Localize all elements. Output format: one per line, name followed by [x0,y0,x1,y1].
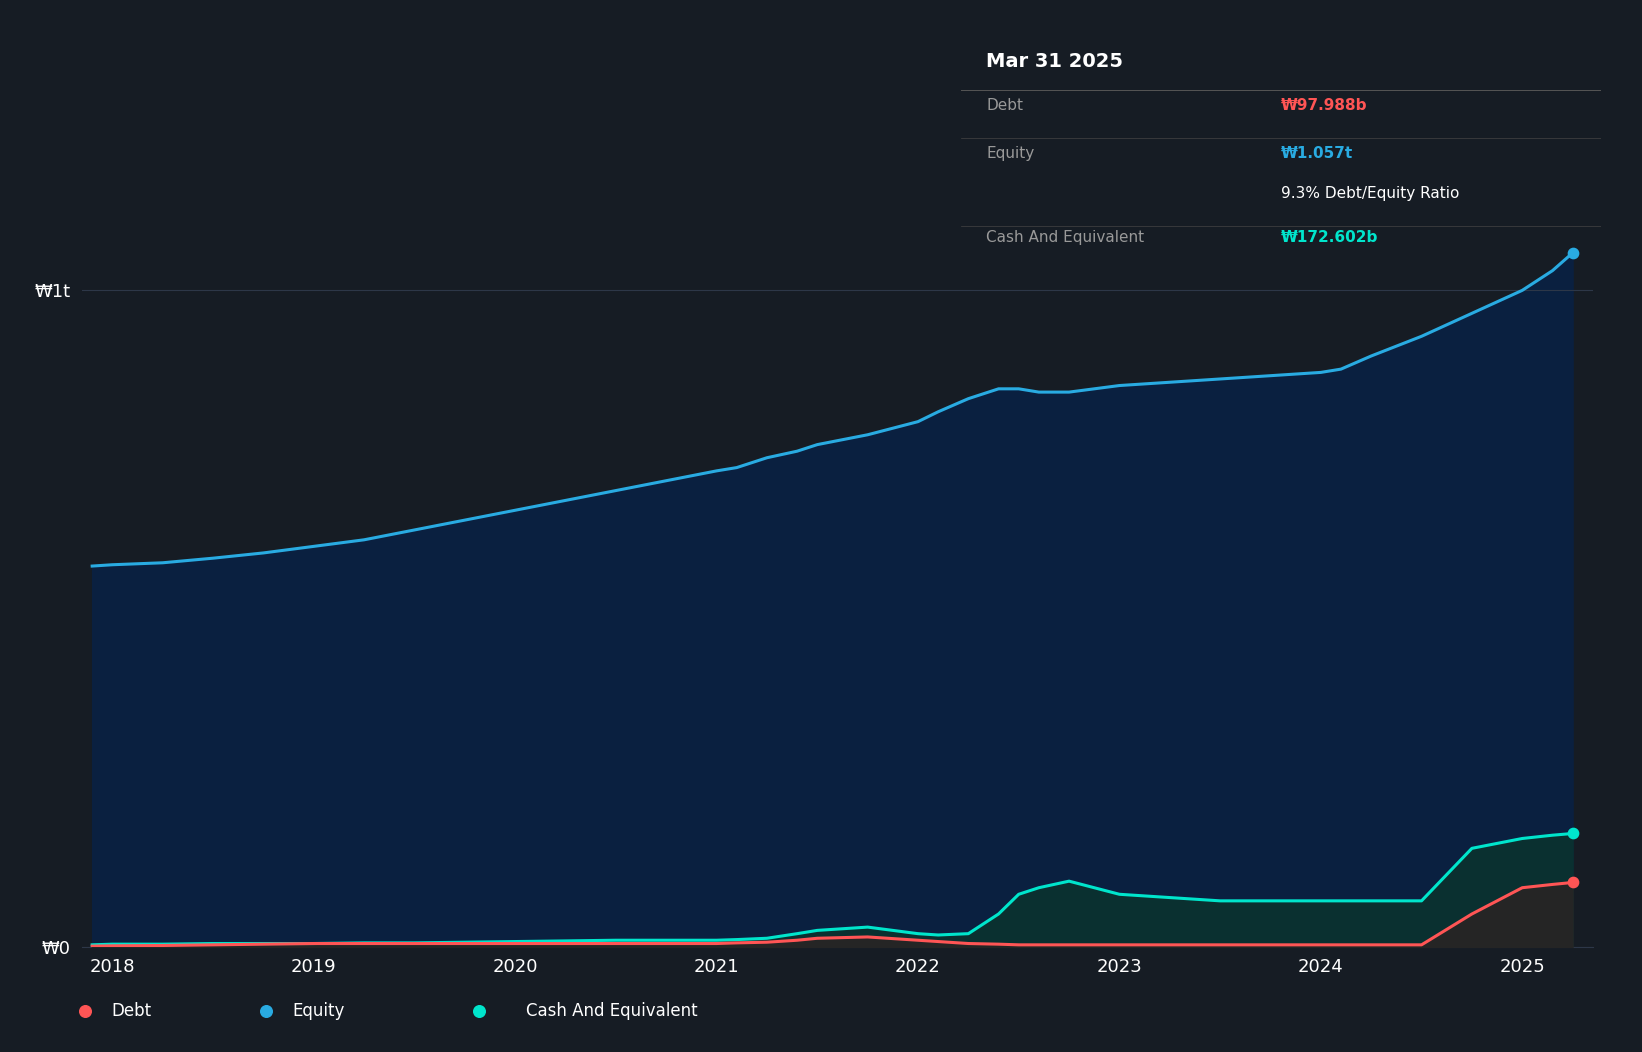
Point [1560,874,1586,891]
Text: Equity: Equity [292,1002,345,1020]
Text: ₩172.602b: ₩172.602b [1281,230,1378,245]
Point [494,754,521,771]
Text: Cash And Equivalent: Cash And Equivalent [525,1002,698,1020]
Point [1560,244,1586,261]
Text: Debt: Debt [112,1002,151,1020]
Point [1560,825,1586,842]
Text: ₩1.057t: ₩1.057t [1281,146,1353,161]
Text: Debt: Debt [987,98,1023,113]
Text: Cash And Equivalent: Cash And Equivalent [987,230,1144,245]
Text: ₩97.988b: ₩97.988b [1281,98,1368,113]
Text: Equity: Equity [987,146,1034,161]
Text: Mar 31 2025: Mar 31 2025 [987,53,1123,72]
Text: 9.3% Debt/Equity Ratio: 9.3% Debt/Equity Ratio [1281,186,1460,201]
Point [314,754,340,771]
Point [900,754,926,771]
